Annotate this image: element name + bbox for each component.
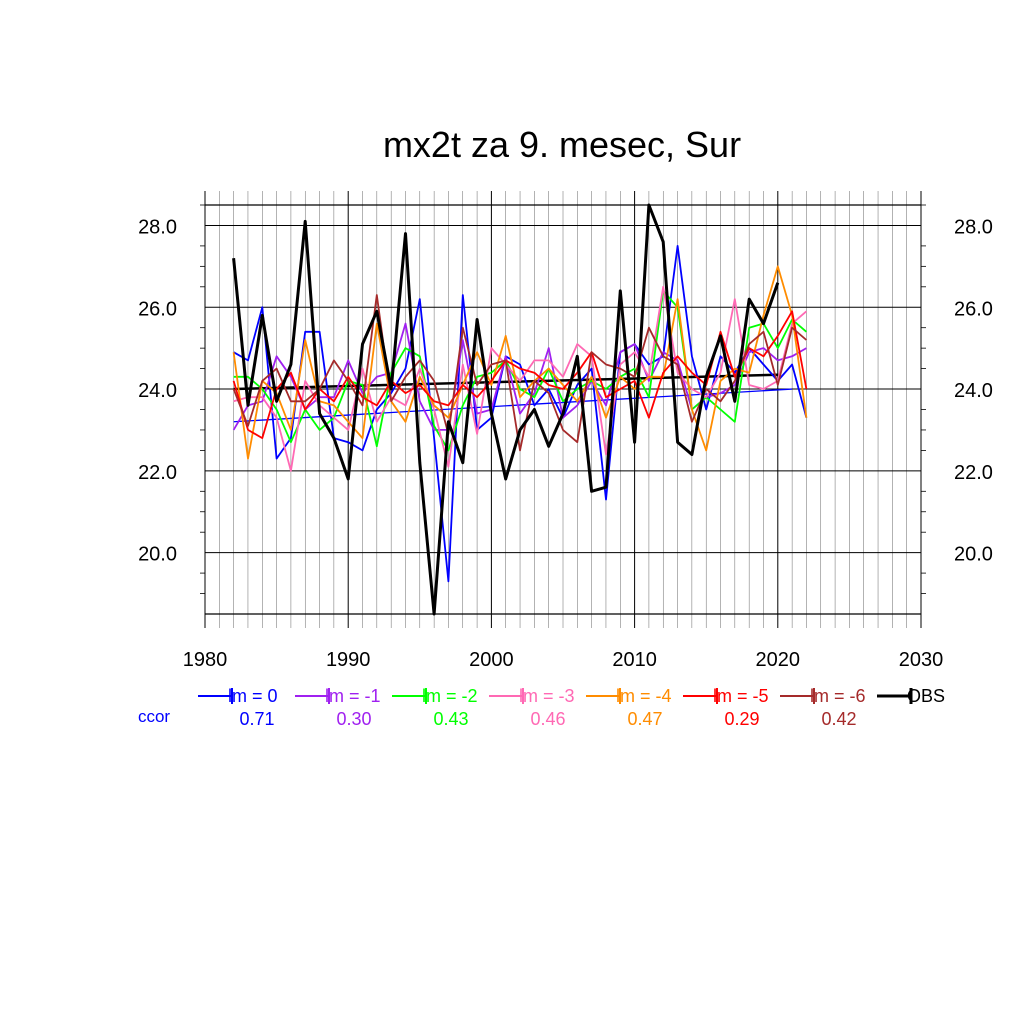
x-tick-label-1980: 1980 xyxy=(183,649,228,671)
series-line-3 xyxy=(233,285,807,472)
x-tick-label-2010: 2010 xyxy=(612,649,657,671)
legend-ccor-0: 0.71 xyxy=(239,709,274,729)
legend-label-2: lm = -2 xyxy=(422,686,478,706)
legend-label-3: lm = -3 xyxy=(519,686,575,706)
legend-label-5: lm = -5 xyxy=(713,686,769,706)
series-line-2 xyxy=(233,289,807,452)
legend-label-7: OBS xyxy=(907,686,945,706)
y-tick-label-right: 24.0 xyxy=(954,380,993,402)
legend-label-6: lm = -6 xyxy=(810,686,866,706)
legend-label-4: lm = -4 xyxy=(616,686,672,706)
chart-title: mx2t za 9. mesec, Sur xyxy=(383,124,741,165)
axis-ticks: 20.0 20.0 22.0 22.0 24.0 24.0 26.0 26.0 28.0 28.0… xyxy=(138,204,993,671)
y-tick-label-left: 20.0 xyxy=(138,544,177,566)
y-tick-label-right: 22.0 xyxy=(954,462,993,484)
x-tick-label-2020: 2020 xyxy=(756,649,801,671)
legend-ccor-1: 0.30 xyxy=(336,709,371,729)
y-tick-label-right: 28.0 xyxy=(954,216,993,238)
x-tick-label-2000: 2000 xyxy=(469,649,514,671)
series-line-0 xyxy=(233,244,808,583)
legend: lm = 0 0.71 lm = -1 0.30 lm = -2 0.43 lm = -3 0… xyxy=(138,686,945,729)
legend-label-0: lm = 0 xyxy=(228,686,278,706)
y-tick-label-right: 20.0 xyxy=(954,544,993,566)
series-line-6 xyxy=(232,294,807,452)
series-line-4 xyxy=(232,265,808,460)
legend-ccor-5: 0.29 xyxy=(724,709,759,729)
legend-label-1: lm = -1 xyxy=(325,686,381,706)
x-tick-label-1990: 1990 xyxy=(326,649,371,671)
data-lines xyxy=(232,203,808,616)
y-tick-label-left: 28.0 xyxy=(138,216,177,238)
legend-ccor-2: 0.43 xyxy=(433,709,468,729)
legend-ccor-3: 0.46 xyxy=(530,709,565,729)
legend-ccor-4: 0.47 xyxy=(627,709,662,729)
y-tick-label-left: 26.0 xyxy=(138,298,177,320)
plot-frame xyxy=(205,204,921,615)
legend-ccor-6: 0.42 xyxy=(821,709,856,729)
y-tick-label-right: 26.0 xyxy=(954,298,993,320)
series-line-7 xyxy=(232,203,780,616)
y-tick-label-left: 22.0 xyxy=(138,462,177,484)
y-tick-label-left: 24.0 xyxy=(138,380,177,402)
x-tick-label-2030: 2030 xyxy=(899,649,944,671)
ccor-label: ccor xyxy=(138,707,170,726)
